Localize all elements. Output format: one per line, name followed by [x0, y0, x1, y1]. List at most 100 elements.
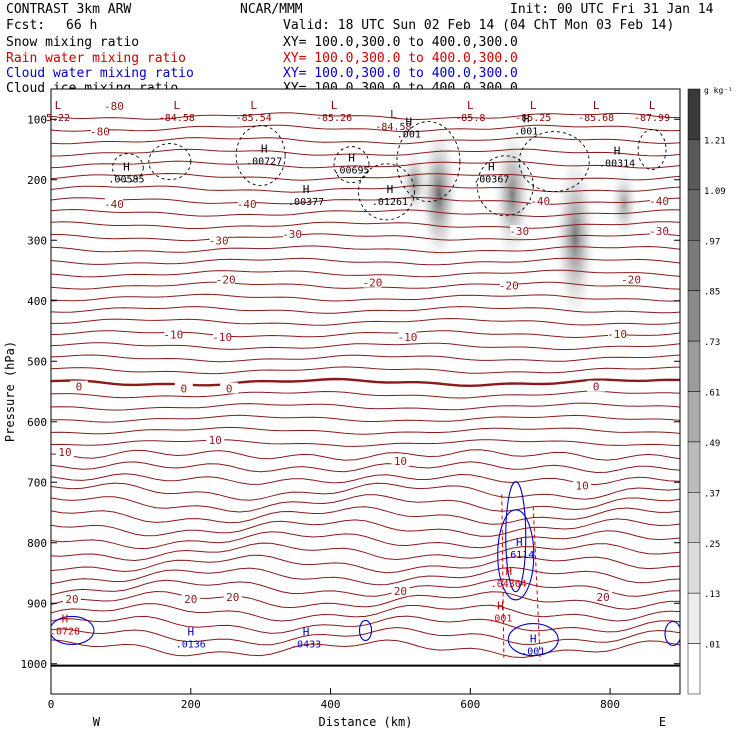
temperature-label-bg	[594, 591, 613, 603]
temperature-label-bg	[164, 328, 183, 340]
isotherm-line	[51, 518, 680, 537]
y-tick-label: 500	[27, 355, 47, 368]
isotherm-line	[51, 208, 680, 218]
temperature-label: -30	[282, 228, 302, 241]
temperature-label-bg	[622, 273, 641, 285]
temperature-label: 20	[184, 593, 197, 606]
colorbar-label: .01	[704, 641, 720, 651]
colorbar-swatch	[687, 139, 701, 191]
isotherm-line	[51, 530, 680, 550]
isotherm-line	[51, 366, 680, 375]
temperature-label: -20	[216, 274, 236, 287]
extremum-marker: H	[505, 565, 512, 578]
temperature-label-bg	[206, 433, 225, 445]
isotherm-line	[51, 306, 680, 314]
extremum-marker: L	[467, 99, 474, 112]
cloud-ice-contour	[333, 146, 370, 184]
y-tick-label: 600	[27, 416, 47, 429]
colorbar-swatch	[687, 189, 701, 241]
snow-plume	[419, 125, 459, 265]
extremum-value: 5.22	[46, 113, 70, 124]
colorbar-label: .49	[704, 439, 720, 449]
temperature-label: -40	[649, 195, 669, 208]
temperature-label: 20	[226, 591, 239, 604]
temperature-label: 0	[593, 381, 600, 394]
temperature-label: 0	[226, 382, 233, 395]
extremum-marker: H	[123, 161, 130, 174]
snow-plume	[610, 167, 639, 241]
extremum-marker: H	[516, 536, 523, 549]
colorbar-swatch	[687, 592, 701, 644]
isotherm-line	[51, 426, 680, 435]
extremum-marker: L	[390, 108, 397, 121]
extremum-value: -84.58	[375, 122, 411, 133]
isotherm-line	[51, 402, 680, 411]
colorbar-swatch	[687, 290, 701, 342]
cloud-water-contour	[358, 619, 373, 642]
temperature-label: 10	[58, 446, 71, 459]
temperature-label: -30	[509, 225, 529, 238]
temperature-label-bg	[587, 380, 606, 392]
extremum-marker: H	[497, 599, 504, 612]
cloud-ice-contour	[148, 143, 192, 181]
forecast-label: Fcst:	[6, 18, 46, 33]
snow-plume	[554, 149, 597, 325]
x-tick-label: 600	[460, 698, 480, 711]
temperature-label-bg	[104, 197, 123, 209]
isotherm-line	[51, 293, 680, 302]
extremum-marker: L	[55, 99, 62, 112]
temperature-label: -30	[649, 225, 669, 238]
model-title: CONTRAST 3km ARW	[6, 2, 132, 17]
isotherm-line	[51, 554, 680, 574]
temperature-label: -40	[104, 198, 124, 211]
isotherm-line	[51, 390, 680, 399]
cloud-ice-contour	[112, 153, 144, 183]
extremum-value: .001	[488, 613, 512, 624]
extremum-value: .00727	[246, 157, 282, 168]
temperature-label: 20	[394, 585, 407, 598]
temperature-label: -10	[607, 328, 627, 341]
valid-time: Valid: 18 UTC Sun 02 Feb 14 (04 ChT Mon …	[283, 18, 675, 33]
extremum-marker: L	[173, 99, 180, 112]
temperature-label-bg	[62, 593, 81, 605]
y-tick-label: 200	[27, 174, 47, 187]
temperature-label: -30	[209, 234, 229, 247]
y-tick-label: 800	[27, 537, 47, 550]
extremum-value: .04364	[491, 579, 527, 590]
cloud-water-contour	[497, 509, 535, 601]
isotherm-line	[51, 196, 680, 205]
isotherm-line	[51, 626, 680, 646]
isotherm-line	[51, 615, 680, 634]
extremum-marker: H	[530, 633, 537, 646]
isotherm-line	[51, 160, 680, 169]
cloud-ice-contour	[358, 163, 415, 221]
temperature-label: 20	[65, 593, 78, 606]
colorbar-label: .25	[704, 540, 720, 550]
cloud-water-contour	[664, 620, 680, 647]
temperature-label: 0	[76, 381, 83, 394]
isotherm-line	[51, 566, 680, 586]
snow-plume	[493, 125, 532, 265]
temperature-contours	[51, 112, 680, 667]
temperature-label: 20	[596, 591, 609, 604]
isotherm-line	[51, 449, 680, 461]
isotherm-line	[51, 461, 680, 474]
temperature-label-bg	[209, 234, 228, 246]
extremum-value: -85.25	[515, 113, 551, 124]
forecast-hour: 66 h	[66, 18, 98, 33]
x-axis-title: Distance (km)	[319, 715, 413, 729]
temperature-label-bg	[608, 328, 627, 340]
temperature-label: -40	[237, 198, 257, 211]
extremum-value: .00367	[473, 175, 509, 186]
west-label: W	[93, 715, 101, 729]
y-tick-label: 100	[27, 113, 47, 126]
extremum-marker: L	[649, 99, 656, 112]
isotherm-line	[51, 330, 680, 339]
isotherm-line	[51, 172, 680, 181]
isotherm-line	[51, 257, 680, 266]
temperature-label-bg	[391, 585, 410, 597]
colorbar-swatch	[687, 340, 701, 392]
extremum-value: .001	[514, 126, 538, 137]
temperature-label-bg	[213, 331, 232, 343]
